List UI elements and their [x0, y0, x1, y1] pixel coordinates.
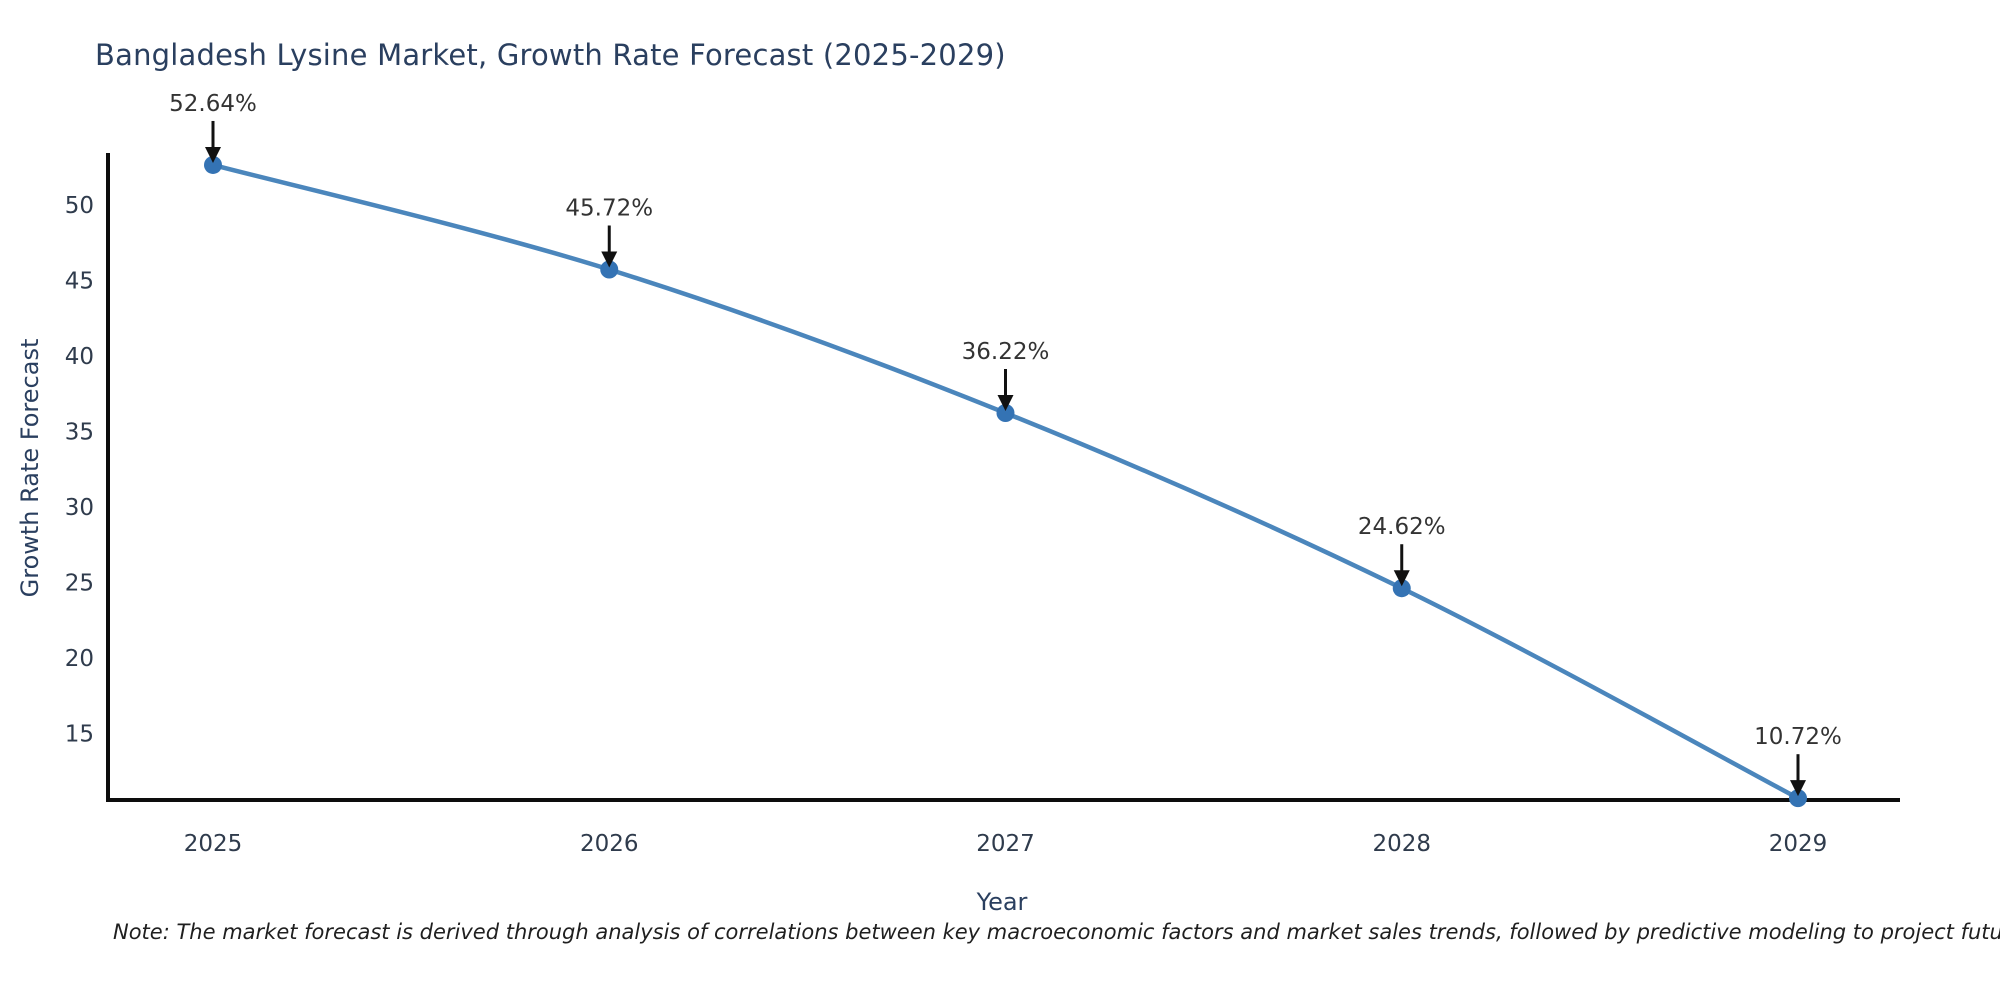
forecast-line [210, 162, 1801, 801]
chart-title: Bangladesh Lysine Market, Growth Rate Fo… [95, 38, 1006, 72]
annotation-arrow-head [601, 251, 618, 268]
point-label: 24.62% [1358, 514, 1446, 540]
data-point [1392, 579, 1411, 598]
y-tick-label: 50 [65, 193, 94, 219]
annotation-arrow-head [1790, 780, 1806, 797]
x-tick-label: 2027 [976, 831, 1035, 857]
data-point [1789, 789, 1807, 808]
footnote: Note: The market forecast is derived thr… [113, 920, 2000, 944]
data-point [600, 260, 619, 279]
annotation-arrow-head [205, 146, 221, 163]
x-axis-title: Year [976, 888, 1028, 916]
point-label: 52.64% [169, 91, 257, 117]
x-tick-label: 2028 [1372, 831, 1431, 857]
y-tick-label: 15 [65, 722, 94, 748]
y-tick-label: 45 [65, 268, 94, 294]
annotation-arrow-head [997, 395, 1014, 411]
x-tick-label: 2026 [580, 831, 639, 857]
y-tick-label: 35 [65, 419, 94, 445]
data-point [996, 404, 1015, 422]
point-label: 36.22% [962, 339, 1050, 365]
point-label: 45.72% [565, 195, 653, 221]
x-tick-label: 2029 [1769, 831, 1828, 857]
annotation-arrow-head [1393, 570, 1410, 587]
y-tick-label: 40 [65, 344, 94, 370]
point-label: 10.72% [1754, 724, 1842, 750]
y-tick-label: 30 [65, 495, 94, 521]
y-tick-label: 25 [65, 570, 94, 596]
data-point [204, 155, 222, 174]
y-tick-label: 20 [65, 646, 94, 672]
x-tick-label: 2025 [184, 831, 243, 857]
